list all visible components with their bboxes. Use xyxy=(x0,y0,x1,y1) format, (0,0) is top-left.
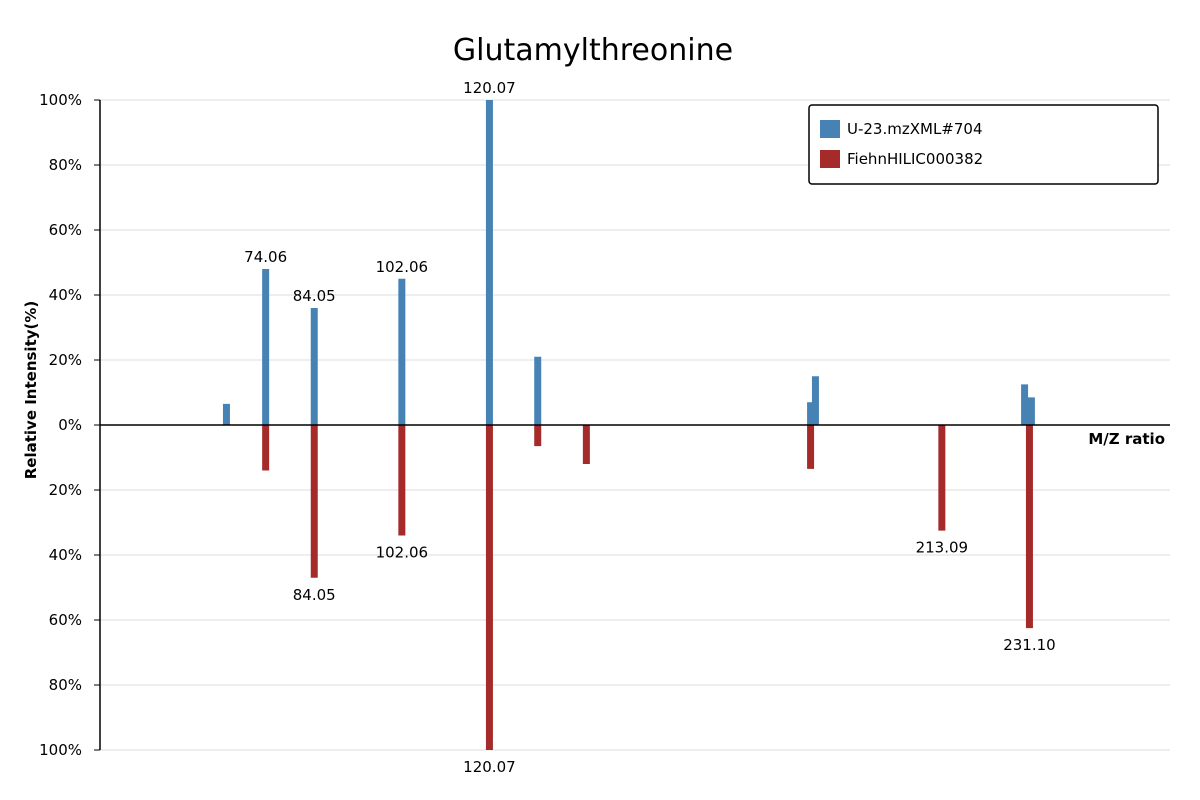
legend-swatch-query xyxy=(820,120,840,138)
peak-bar-query xyxy=(811,376,819,425)
peak-bar-reference xyxy=(807,425,815,469)
peak-bar-query xyxy=(310,308,318,425)
peak-label-query: 120.07 xyxy=(463,79,516,97)
legend: U-23.mzXML#704 FiehnHILIC000382 xyxy=(808,104,1159,185)
y-tick-label: 20% xyxy=(49,351,82,369)
peak-bar-reference xyxy=(1025,425,1033,629)
peak-label-reference: 213.09 xyxy=(916,539,969,557)
y-tick-label: 60% xyxy=(49,611,82,629)
y-axis-title: Relative Intensity(%) xyxy=(22,301,40,480)
y-tick-label: 40% xyxy=(49,546,82,564)
legend-box xyxy=(808,104,1159,185)
peak-bar-reference xyxy=(534,425,542,447)
peak-bar-query xyxy=(222,403,230,425)
peak-label-reference: 231.10 xyxy=(1003,636,1056,654)
legend-swatch-reference xyxy=(820,150,840,168)
peak-bar-reference xyxy=(262,425,270,471)
peak-labels: 74.06 84.05 102.06 120.07 84.05 102.06 120.07 2… xyxy=(244,79,1056,776)
legend-label-reference: FiehnHILIC000382 xyxy=(847,150,983,168)
peak-bar-query xyxy=(807,402,815,425)
peak-label-reference: 120.07 xyxy=(463,758,516,776)
peak-bar-query xyxy=(398,278,406,425)
peak-bar-query xyxy=(1021,384,1029,425)
legend-label-query: U-23.mzXML#704 xyxy=(847,120,983,138)
y-tick-label: 80% xyxy=(49,156,82,174)
peak-bar-query xyxy=(485,100,493,425)
y-tick-label: 60% xyxy=(49,221,82,239)
peak-label-query: 102.06 xyxy=(376,258,429,276)
x-axis-title: M/Z ratio xyxy=(1088,430,1165,448)
peak-label-reference: 102.06 xyxy=(376,544,429,562)
peak-bar-reference xyxy=(398,425,406,536)
y-tick-label: 40% xyxy=(49,286,82,304)
peak-bar-reference xyxy=(582,425,590,464)
peak-bar-query xyxy=(262,269,270,425)
spectrum-bars xyxy=(222,100,1035,750)
peak-label-query: 84.05 xyxy=(293,287,336,305)
peak-bar-query xyxy=(1027,397,1035,425)
peak-bar-query xyxy=(534,356,542,425)
y-tick-label: 100% xyxy=(39,91,82,109)
chart-title: Glutamylthreonine xyxy=(453,33,733,68)
y-tick-label: 20% xyxy=(49,481,82,499)
peak-bar-reference xyxy=(485,425,493,750)
peak-label-query: 74.06 xyxy=(244,248,287,266)
peak-bar-reference xyxy=(938,425,946,531)
y-tick-label: 100% xyxy=(39,741,82,759)
y-tick-label: 80% xyxy=(49,676,82,694)
y-tick-labels: 100% 80% 60% 40% 20% 0% 20% 40% 60% 80% 100% xyxy=(39,91,100,759)
peak-bar-reference xyxy=(310,425,318,578)
peak-label-reference: 84.05 xyxy=(293,586,336,604)
y-tick-label: 0% xyxy=(58,416,82,434)
